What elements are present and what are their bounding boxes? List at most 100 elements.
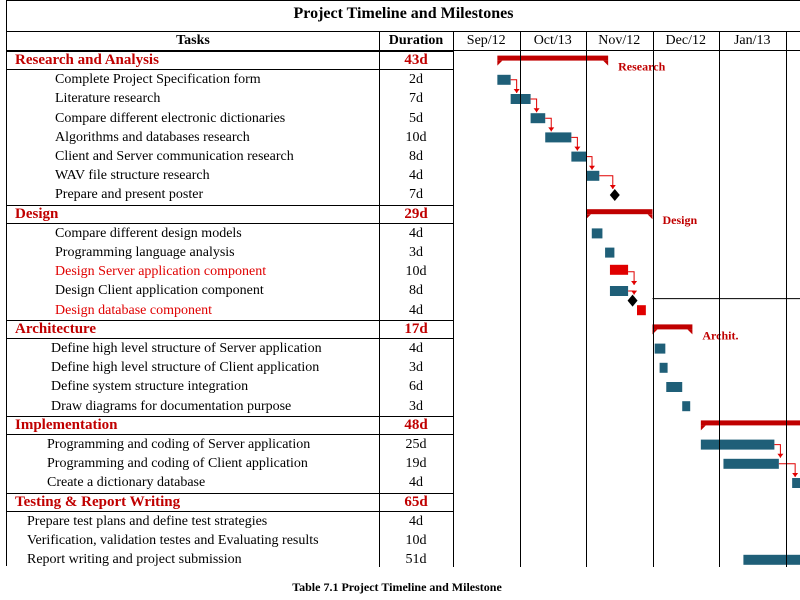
task-name: Define high level structure of Server ap… bbox=[51, 341, 322, 356]
column-divider bbox=[586, 32, 587, 567]
task-duration: 5d bbox=[409, 110, 423, 126]
task-bar bbox=[605, 247, 615, 258]
task-bar bbox=[586, 170, 600, 181]
task-name: Prepare test plans and define test strat… bbox=[27, 513, 268, 529]
summary-label: Research bbox=[618, 60, 665, 74]
task-name: Complete Project Specification form bbox=[55, 72, 261, 88]
dependency-arrow bbox=[530, 98, 538, 113]
summary-bar-cap bbox=[647, 214, 653, 220]
task-name: Algorithms and databases research bbox=[55, 129, 250, 145]
task-duration: 19d bbox=[405, 456, 427, 472]
summary-bar bbox=[586, 209, 653, 215]
phase-name: Research and Analysis bbox=[15, 52, 159, 68]
task-row: Report writing and project submission 51d bbox=[7, 550, 453, 569]
task-name: Programming and coding of Server applica… bbox=[47, 437, 311, 452]
task-name: Literature research bbox=[55, 91, 161, 107]
dependency-arrowhead bbox=[792, 473, 799, 477]
task-row: Literature research 7d bbox=[7, 89, 453, 108]
task-name: Report writing and project submission bbox=[27, 552, 242, 568]
task-row: Compare different design models 4d bbox=[7, 224, 453, 243]
task-duration: 4d bbox=[409, 168, 423, 184]
summary-bar-cap bbox=[700, 425, 706, 431]
task-duration: 2d bbox=[409, 72, 423, 88]
phase-name: Design bbox=[15, 205, 59, 222]
task-row: Design Client application component 8d bbox=[7, 281, 453, 300]
task-bar bbox=[654, 343, 666, 354]
task-row: Draw diagrams for documentation purpose 3… bbox=[7, 397, 453, 416]
task-name: Design database component bbox=[55, 302, 213, 318]
task-row: Define system structure integration 6d bbox=[7, 377, 453, 396]
task-bar bbox=[497, 74, 511, 85]
critical-task-bar bbox=[637, 305, 646, 316]
column-divider bbox=[453, 32, 454, 567]
summary-bar-cap bbox=[586, 214, 591, 220]
task-duration: 3d bbox=[409, 245, 423, 260]
task-row: Verification, validation testes and Eval… bbox=[7, 531, 453, 550]
task-bar bbox=[700, 439, 775, 450]
task-bar bbox=[609, 286, 629, 296]
phase-name: Implementation bbox=[15, 416, 118, 433]
task-name: Draw diagrams for documentation purpose bbox=[51, 398, 292, 414]
task-row: Programming language analysis 3d bbox=[7, 243, 453, 262]
dependency-arrowhead bbox=[533, 108, 540, 113]
task-row: Algorithms and databases research 10d bbox=[7, 128, 453, 147]
phase-row: Research and Analysis 43d bbox=[7, 51, 453, 71]
dependency-arrowhead bbox=[609, 185, 616, 189]
task-duration: 7d bbox=[409, 187, 423, 203]
summary-label: Design bbox=[663, 213, 698, 227]
task-name: Verification, validation testes and Eval… bbox=[27, 533, 319, 548]
task-bar bbox=[792, 478, 800, 488]
task-duration: 51d bbox=[405, 552, 427, 568]
task-bar bbox=[510, 94, 531, 104]
month-header: Oct/13 bbox=[533, 33, 572, 48]
summary-bar bbox=[652, 324, 693, 330]
task-duration: 65d bbox=[404, 493, 428, 510]
task-bar bbox=[591, 228, 603, 239]
table-title: Project Timeline and Milestones bbox=[293, 5, 514, 22]
milestone-diamond bbox=[609, 189, 620, 201]
gantt-chart: Research Design Archit. bbox=[497, 55, 800, 565]
summary-bar bbox=[497, 55, 609, 61]
task-bar bbox=[666, 382, 683, 392]
task-duration: 6d bbox=[409, 379, 423, 395]
task-name: Programming and coding of Client applica… bbox=[47, 456, 308, 472]
task-bar bbox=[545, 132, 572, 143]
task-row: Client and Server communication research… bbox=[7, 147, 453, 166]
task-duration: 4d bbox=[409, 302, 423, 318]
dependency-arrow bbox=[510, 79, 518, 93]
phase-row: Design 29d bbox=[7, 204, 453, 224]
task-row: Programming and coding of Server applica… bbox=[7, 435, 453, 454]
column-divider bbox=[652, 32, 654, 567]
task-row: Prepare and present poster 7d bbox=[7, 185, 453, 204]
divider bbox=[7, 50, 800, 51]
task-duration: 4d bbox=[409, 513, 423, 529]
duration-header: Duration bbox=[388, 33, 444, 48]
tasks-header: Tasks bbox=[176, 33, 210, 48]
column-divider bbox=[379, 32, 380, 567]
summary-bar-cap bbox=[497, 60, 503, 66]
month-header: Nov/12 bbox=[598, 33, 641, 48]
task-row: Define high level structure of Client ap… bbox=[7, 358, 453, 377]
summary-label: Archit. bbox=[702, 328, 738, 342]
column-divider bbox=[519, 32, 521, 567]
summary-bar-cap bbox=[603, 60, 609, 66]
critical-task-bar bbox=[609, 264, 629, 275]
dependency-arrowhead bbox=[574, 146, 581, 151]
task-name: Design Client application component bbox=[55, 283, 264, 299]
dependency-arrow bbox=[586, 156, 593, 170]
dependency-arrowhead bbox=[548, 127, 555, 132]
task-duration: 8d bbox=[409, 283, 423, 299]
task-duration: 17d bbox=[404, 320, 428, 337]
task-row: Create a dictionary database 4d bbox=[7, 473, 453, 492]
task-row: Compare different electronic dictionarie… bbox=[7, 109, 453, 128]
task-row: WAV file structure research 4d bbox=[7, 166, 453, 185]
divider bbox=[7, 31, 800, 32]
task-duration: 4d bbox=[409, 341, 423, 356]
month-header: Dec/12 bbox=[665, 33, 706, 48]
task-name: Compare different design models bbox=[55, 225, 242, 241]
column-divider bbox=[719, 32, 720, 567]
task-name: Create a dictionary database bbox=[47, 475, 206, 491]
dependency-arrow bbox=[778, 463, 796, 477]
task-bar bbox=[571, 151, 586, 162]
task-name: Prepare and present poster bbox=[55, 187, 204, 203]
